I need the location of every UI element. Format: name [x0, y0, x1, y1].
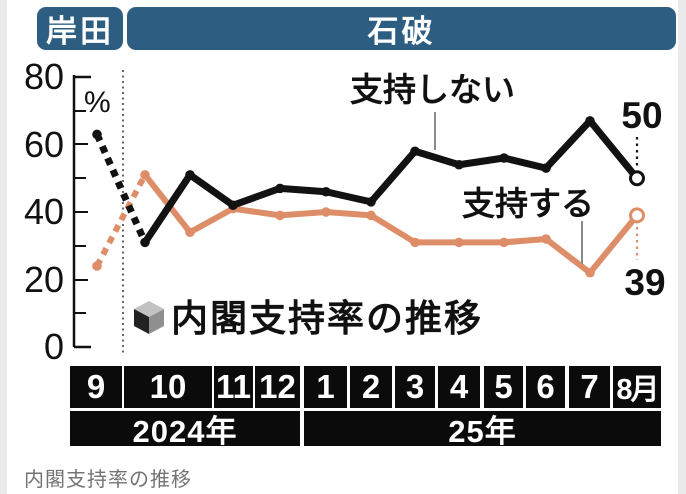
year-cell-25: 25年: [304, 411, 661, 449]
y-tick-80: 80: [24, 56, 64, 97]
left-page-edge: [0, 0, 7, 494]
end-open-marker: [629, 207, 645, 224]
data-point-marker: [541, 234, 551, 244]
data-point-marker: [454, 159, 464, 170]
approve-series-label: 支持する: [462, 185, 594, 222]
month-cell-7: 7: [569, 366, 610, 408]
month-cell-12: 12: [255, 366, 300, 408]
data-point-marker: [585, 116, 595, 126]
series-dashed-segment: [93, 132, 149, 244]
data-point-marker: [410, 146, 420, 157]
data-point-marker: [140, 170, 150, 180]
cube-icon: [134, 301, 164, 334]
month-cell-10: 10: [124, 366, 212, 408]
data-point-marker: [321, 207, 331, 217]
data-point-marker: [275, 183, 285, 194]
month-cell-1: 1: [304, 366, 347, 408]
data-point-marker: [366, 197, 376, 207]
month-cell-4: 4: [438, 366, 480, 408]
y-tick-60: 60: [24, 124, 64, 165]
data-point-marker: [321, 186, 331, 197]
data-point-marker: [140, 237, 150, 248]
data-point-marker: [92, 261, 102, 271]
data-point-marker: [454, 237, 464, 248]
data-point-marker: [92, 129, 102, 140]
approval-trend-plot: 80 60 40 20 0 % 支持しない 支持する 50 39 内閣支持率の推…: [24, 56, 666, 367]
percent-unit-label: %: [84, 86, 111, 119]
era-tab-kishida: 岸田: [37, 7, 123, 50]
month-cell-6: 6: [526, 366, 565, 408]
data-point-marker: [228, 200, 238, 211]
right-page-edge: [678, 0, 686, 494]
data-point-marker: [541, 163, 551, 173]
data-point-marker: [499, 237, 509, 248]
month-cell-5: 5: [484, 366, 523, 408]
month-cell-9: 9: [70, 366, 122, 408]
y-tick-40: 40: [24, 191, 64, 232]
end-open-marker: [629, 170, 645, 187]
image-caption: 内閣支持率の推移: [24, 469, 192, 491]
data-point-marker: [366, 210, 376, 221]
disapprove-series-label: 支持しない: [350, 71, 515, 108]
month-cell-11: 11: [214, 366, 253, 408]
era-tab-ishiba: 石破: [127, 7, 676, 50]
y-axis: [72, 75, 91, 349]
data-point-marker: [275, 210, 285, 221]
month-cell-2: 2: [350, 366, 392, 408]
year-cell-2024: 2024年: [70, 411, 300, 449]
data-point-marker: [185, 227, 195, 238]
series-dashed-segment: [94, 173, 148, 268]
series-lines: [92, 116, 645, 278]
month-cell-8: 8月: [613, 366, 661, 408]
y-tick-20: 20: [24, 259, 64, 300]
approve-end-value: 39: [624, 262, 665, 303]
in-chart-title: 内閣支持率の推移: [171, 298, 483, 339]
data-point-marker: [410, 237, 420, 248]
data-point-marker: [185, 170, 195, 180]
month-cell-3: 3: [395, 366, 435, 408]
y-tick-0: 0: [44, 326, 64, 367]
data-point-marker: [499, 153, 509, 163]
disapprove-end-value: 50: [621, 95, 662, 136]
data-point-marker: [585, 267, 595, 278]
series-solid-line: [142, 117, 640, 245]
series-solid-line: [142, 173, 640, 276]
